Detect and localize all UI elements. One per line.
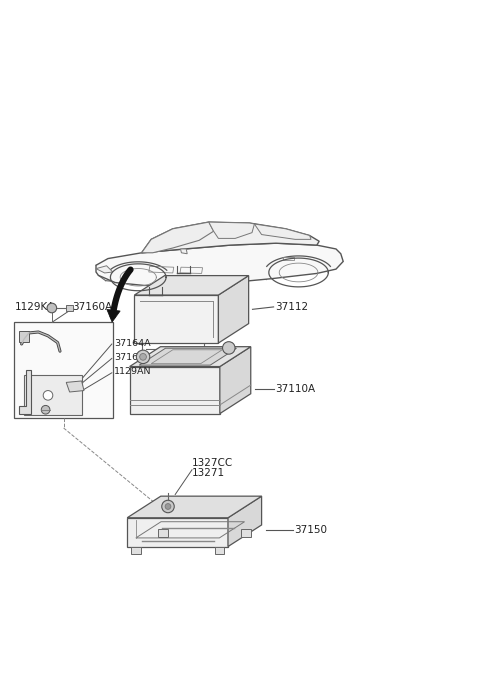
Polygon shape — [139, 348, 237, 365]
Text: 37110A: 37110A — [275, 384, 315, 394]
Polygon shape — [131, 546, 141, 555]
Polygon shape — [218, 276, 249, 343]
Text: 37112: 37112 — [275, 302, 308, 312]
Circle shape — [43, 391, 53, 400]
Polygon shape — [134, 276, 249, 295]
Circle shape — [41, 405, 50, 414]
Polygon shape — [127, 496, 262, 518]
Circle shape — [47, 303, 57, 313]
Text: 1327CC: 1327CC — [192, 458, 233, 468]
Polygon shape — [134, 295, 218, 343]
Circle shape — [140, 354, 146, 361]
Circle shape — [162, 500, 174, 513]
Polygon shape — [107, 310, 120, 322]
Text: 1129KA: 1129KA — [14, 302, 55, 312]
Polygon shape — [180, 249, 187, 254]
Polygon shape — [142, 222, 214, 252]
Polygon shape — [254, 224, 311, 239]
Circle shape — [136, 350, 150, 363]
Bar — [14, 323, 113, 418]
Text: 37160: 37160 — [114, 353, 144, 362]
Polygon shape — [96, 266, 113, 273]
Polygon shape — [220, 347, 251, 413]
Polygon shape — [24, 375, 82, 415]
Circle shape — [223, 342, 235, 354]
Polygon shape — [209, 222, 254, 239]
Polygon shape — [19, 370, 31, 413]
Polygon shape — [142, 222, 319, 252]
Polygon shape — [66, 381, 84, 392]
Polygon shape — [130, 367, 220, 413]
Polygon shape — [66, 305, 73, 311]
Polygon shape — [96, 243, 343, 286]
Text: 37150: 37150 — [294, 525, 327, 535]
Polygon shape — [127, 518, 228, 546]
Polygon shape — [19, 331, 29, 342]
Polygon shape — [215, 546, 224, 555]
Text: 37164A: 37164A — [114, 338, 151, 347]
Circle shape — [165, 504, 171, 509]
Polygon shape — [158, 529, 168, 537]
Text: 13271: 13271 — [192, 468, 225, 478]
Text: 37160A: 37160A — [72, 302, 112, 312]
Polygon shape — [241, 529, 251, 537]
Polygon shape — [228, 496, 262, 546]
Polygon shape — [130, 347, 251, 367]
Text: 1129AN: 1129AN — [114, 367, 152, 376]
